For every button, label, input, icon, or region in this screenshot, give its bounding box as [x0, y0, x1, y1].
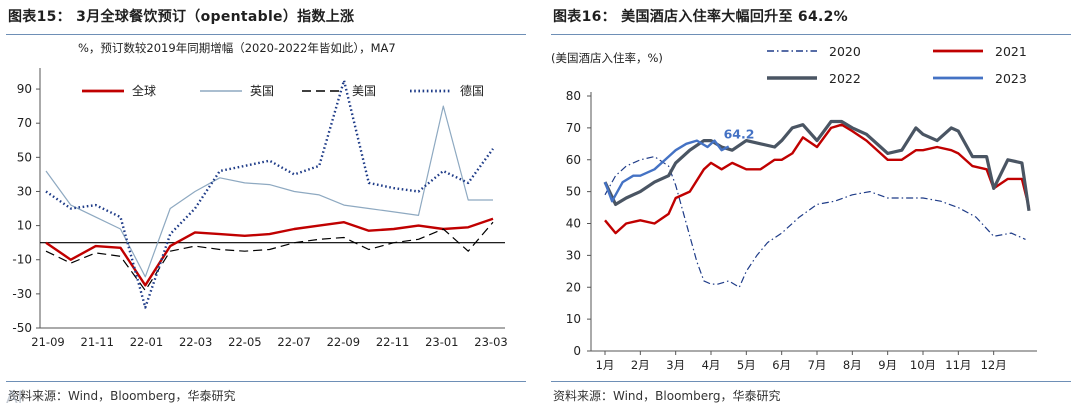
left-y-tick-label: -30 — [12, 287, 32, 301]
right-title-rule — [551, 34, 1071, 35]
right-x-tick-label: 5月 — [737, 358, 756, 372]
left-legend-label: 英国 — [250, 84, 274, 98]
left-y-tick-label: -10 — [12, 253, 32, 267]
left-chart-svg: %，预订数较2019年同期增幅（2020-2022年皆如此），MA7 90 70 50… — [12, 41, 507, 349]
left-series-line-全球 — [45, 217, 494, 287]
watermark-logo: AI — [6, 388, 23, 408]
left-legend-label: 全球 — [132, 83, 156, 98]
right-y-tick-label: 0 — [573, 344, 581, 358]
right-source-text: 资料来源：Wind，Bloomberg，华泰研究 — [553, 389, 781, 403]
right-legend-label: 2022 — [829, 71, 861, 86]
left-x-tick-label: 23-01 — [425, 335, 458, 349]
left-x-tick-label: 22-11 — [376, 335, 409, 349]
right-y-tick-label: 30 — [566, 248, 581, 262]
left-y-tick-label: 90 — [17, 82, 32, 96]
right-x-tick-label: 10月 — [910, 358, 936, 372]
left-source-rule — [6, 381, 526, 382]
right-x-tick-label: 6月 — [772, 358, 791, 372]
right-legend-label: 2023 — [995, 71, 1027, 86]
left-x-tick-label: 22-01 — [130, 335, 163, 349]
right-series-line-2022 — [603, 119, 1031, 212]
left-x-tick-label: 23-03 — [474, 335, 507, 349]
right-x-tick-label: 9月 — [878, 358, 897, 372]
left-x-tick-label: 22-09 — [327, 335, 360, 349]
right-chart-svg: (美国酒店入住率，%) 80 70 60 50 40 30 20 10 0 1月 2月 3月 4月 5月 6月… — [551, 44, 1037, 372]
right-legend-label: 2021 — [995, 44, 1027, 59]
left-legend-label: 美国 — [352, 84, 376, 98]
left-x-tick-label: 21-09 — [31, 335, 64, 349]
right-figure-panel: 图表16： 美国酒店入住率大幅回升至 64.2% (美国酒店入住率，%) 80 70… — [545, 0, 1075, 420]
right-x-tick-label: 4月 — [702, 358, 721, 372]
right-y-tick-label: 70 — [566, 121, 581, 135]
left-chart-subtitle: %，预订数较2019年同期增幅（2020-2022年皆如此），MA7 — [78, 41, 396, 55]
right-x-tick-label: 8月 — [843, 358, 862, 372]
right-chart-subtitle: (美国酒店入住率，%) — [551, 51, 663, 65]
right-legend-label: 2020 — [829, 44, 861, 59]
left-y-tick-label: 10 — [17, 219, 32, 233]
right-x-tick-label: 1月 — [596, 358, 615, 372]
right-x-tick-label: 2月 — [631, 358, 650, 372]
right-y-tick-label: 20 — [566, 280, 581, 294]
left-series-line-英国 — [45, 105, 493, 278]
right-source-rule — [551, 381, 1071, 382]
right-y-tick-label: 10 — [566, 312, 581, 326]
left-x-tick-label: 21-11 — [81, 335, 114, 349]
left-y-tick-label: 50 — [17, 150, 32, 164]
right-series-line-2020 — [604, 155, 1026, 288]
left-figure-panel: 图表15： 3月全球餐饮预订（opentable）指数上涨 %，预订数较2019… — [0, 0, 530, 420]
right-x-tick-label: 3月 — [666, 358, 685, 372]
right-series-line-2023 — [603, 139, 730, 203]
left-y-tick-label: -50 — [12, 321, 32, 335]
right-y-tick-label: 60 — [566, 153, 581, 167]
right-x-tick-label: 11月 — [945, 358, 971, 372]
right-x-tick-label: 12月 — [981, 358, 1007, 372]
left-series-line-美国 — [45, 221, 494, 292]
right-x-tick-label: 7月 — [808, 358, 827, 372]
left-legend-label: 德国 — [460, 83, 484, 98]
right-y-tick-label: 50 — [566, 185, 581, 199]
left-y-tick-label: 30 — [17, 184, 32, 198]
left-x-tick-label: 22-07 — [277, 335, 310, 349]
right-annotation-label: 64.2 — [724, 126, 755, 141]
left-title-rule — [6, 34, 526, 35]
left-source-text: 资料来源：Wind，Bloomberg，华泰研究 — [8, 389, 236, 403]
right-y-tick-label: 40 — [566, 217, 581, 231]
right-y-tick-label: 80 — [566, 89, 581, 103]
left-y-tick-label: 70 — [17, 116, 32, 130]
left-figure-title: 图表15： 3月全球餐饮预订（opentable）指数上涨 — [8, 9, 355, 25]
right-figure-title: 图表16： 美国酒店入住率大幅回升至 64.2% — [553, 9, 848, 25]
left-x-tick-label: 22-03 — [179, 335, 212, 349]
left-x-tick-label: 22-05 — [228, 335, 261, 349]
left-series-line-德国 — [45, 79, 494, 309]
right-series-line-2021 — [604, 123, 1031, 235]
